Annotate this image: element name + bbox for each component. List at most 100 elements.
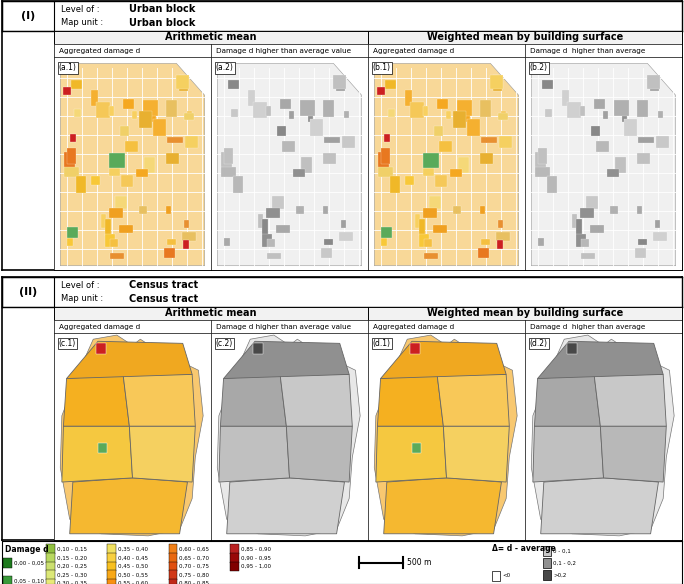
Bar — [388, 109, 395, 117]
Bar — [109, 153, 124, 168]
Bar — [167, 137, 183, 144]
Text: 0 - 0,1: 0 - 0,1 — [553, 548, 571, 554]
Bar — [109, 106, 114, 116]
Bar — [301, 157, 312, 173]
Polygon shape — [123, 374, 196, 426]
Bar — [91, 89, 98, 106]
Bar — [221, 152, 233, 169]
Bar — [76, 176, 86, 193]
Bar — [497, 240, 503, 249]
Polygon shape — [601, 426, 666, 482]
Polygon shape — [64, 374, 129, 426]
Bar — [182, 232, 196, 242]
Text: 500 m: 500 m — [406, 558, 431, 567]
Bar — [646, 75, 660, 89]
Bar — [650, 75, 659, 91]
Bar — [385, 80, 396, 89]
Bar — [276, 225, 290, 233]
Bar — [498, 113, 508, 120]
Bar — [438, 141, 452, 152]
Text: <0: <0 — [503, 573, 510, 578]
Bar — [179, 75, 188, 91]
Polygon shape — [437, 374, 510, 426]
Bar — [2, 277, 54, 307]
Bar — [498, 220, 503, 228]
Polygon shape — [219, 426, 289, 482]
Bar — [228, 80, 239, 89]
Bar — [390, 176, 400, 193]
Bar — [501, 110, 506, 118]
Bar — [110, 253, 124, 259]
Bar — [47, 553, 55, 562]
Polygon shape — [60, 64, 205, 266]
Bar — [310, 119, 323, 136]
Text: 0,1 - 0,2: 0,1 - 0,2 — [553, 561, 577, 565]
Bar — [465, 110, 471, 122]
Bar — [3, 576, 12, 584]
Text: >0,2: >0,2 — [553, 572, 567, 578]
Bar — [230, 544, 239, 554]
Polygon shape — [129, 426, 196, 482]
Bar — [107, 570, 116, 580]
Bar — [47, 570, 55, 580]
Bar — [109, 168, 120, 176]
Bar — [47, 544, 55, 554]
Text: 0,65 - 0,70: 0,65 - 0,70 — [179, 555, 209, 560]
Bar — [253, 343, 263, 354]
Bar — [419, 234, 430, 246]
Bar — [70, 134, 76, 142]
Bar — [277, 126, 286, 135]
Text: Map unit :: Map unit : — [61, 294, 103, 303]
Text: (a.2): (a.2) — [215, 64, 233, 72]
Bar — [105, 219, 111, 236]
Text: 0,35 - 0,40: 0,35 - 0,40 — [118, 547, 148, 552]
Bar — [547, 176, 557, 193]
Bar — [339, 232, 353, 242]
Bar — [224, 148, 233, 164]
Bar — [167, 239, 176, 245]
Bar — [168, 553, 177, 562]
Bar — [542, 558, 551, 568]
Polygon shape — [226, 478, 345, 534]
Bar — [168, 570, 177, 580]
Bar — [423, 106, 428, 116]
Text: Arithmetic mean: Arithmetic mean — [166, 33, 256, 43]
Text: (d.1): (d.1) — [373, 339, 391, 348]
Bar — [624, 119, 637, 136]
Bar — [96, 343, 106, 354]
Bar — [74, 109, 81, 117]
Polygon shape — [540, 478, 659, 534]
Bar — [438, 99, 448, 109]
Bar — [124, 141, 138, 152]
Bar — [47, 562, 55, 571]
Text: (II): (II) — [18, 287, 37, 297]
Bar — [490, 75, 503, 89]
Bar — [381, 148, 390, 164]
Bar — [107, 562, 116, 571]
Bar — [568, 343, 577, 354]
Bar — [105, 234, 116, 246]
Bar — [607, 169, 619, 177]
Bar — [419, 219, 425, 236]
Bar — [185, 137, 198, 148]
Bar — [166, 152, 179, 164]
Bar — [253, 102, 267, 118]
Polygon shape — [218, 335, 360, 536]
Bar — [478, 248, 489, 258]
Bar — [261, 219, 268, 236]
Text: Level of :: Level of : — [61, 5, 99, 14]
Text: 0,50 - 0,55: 0,50 - 0,55 — [118, 572, 148, 578]
Polygon shape — [218, 64, 362, 266]
Text: Aggregated damage d: Aggregated damage d — [59, 324, 140, 329]
Bar — [423, 153, 438, 168]
Bar — [293, 169, 305, 177]
Polygon shape — [531, 335, 674, 536]
Bar — [344, 110, 350, 118]
Bar — [493, 75, 502, 91]
Bar — [378, 168, 393, 178]
Text: Damage d: Damage d — [5, 545, 49, 554]
Bar — [430, 196, 441, 208]
Text: Damage d  higher than average: Damage d higher than average — [529, 47, 645, 54]
Bar — [120, 126, 129, 135]
Bar — [183, 240, 189, 249]
